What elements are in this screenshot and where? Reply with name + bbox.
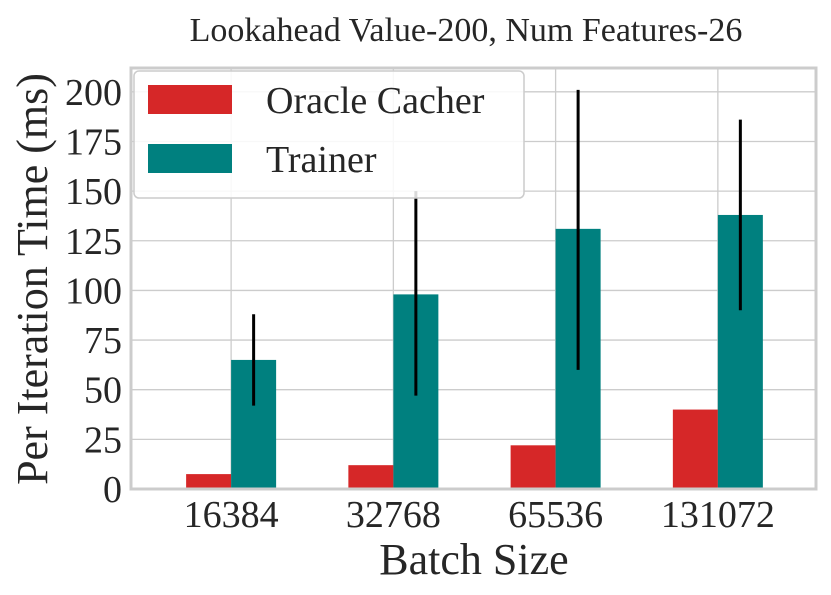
chart-title: Lookahead Value-200, Num Features-26 — [190, 12, 743, 49]
legend-label-oracle-cacher: Oracle Cacher — [266, 80, 485, 122]
bar-oracle-cacher-65536 — [510, 445, 556, 489]
y-tick-label: 150 — [65, 171, 122, 213]
error-bars — [252, 89, 742, 406]
bar-oracle-cacher-16384 — [186, 474, 232, 489]
x-axis-label: Batch Size — [379, 535, 568, 584]
bar-oracle-cacher-32768 — [348, 465, 394, 489]
bar-oracle-cacher-131072 — [672, 409, 718, 489]
y-tick-labels: 0 25 50 75 100 125 150 175 200 — [65, 72, 122, 511]
x-tick-label: 32768 — [346, 494, 441, 536]
x-tick-label: 65536 — [508, 494, 603, 536]
y-tick-label: 100 — [65, 270, 122, 312]
x-tick-label: 131072 — [661, 494, 775, 536]
bars — [186, 214, 763, 490]
x-tick-labels: 16384 32768 65536 131072 — [184, 494, 775, 536]
y-tick-label: 125 — [65, 221, 122, 263]
legend-swatch-oracle-cacher — [148, 85, 232, 114]
legend-label-trainer: Trainer — [266, 139, 377, 181]
y-tick-label: 25 — [84, 419, 122, 461]
x-tick-label: 16384 — [184, 494, 279, 536]
y-tick-label: 175 — [65, 121, 122, 163]
plot-frame — [129, 66, 818, 491]
y-tick-label: 75 — [84, 320, 122, 362]
y-tick-label: 200 — [65, 72, 122, 114]
y-tick-label: 50 — [84, 370, 122, 412]
y-axis-label: Per Iteration Time (ms) — [8, 73, 57, 485]
legend-swatch-trainer — [148, 144, 232, 173]
y-tick-label: 0 — [103, 469, 122, 511]
legend: Oracle Cacher Trainer — [133, 70, 525, 199]
